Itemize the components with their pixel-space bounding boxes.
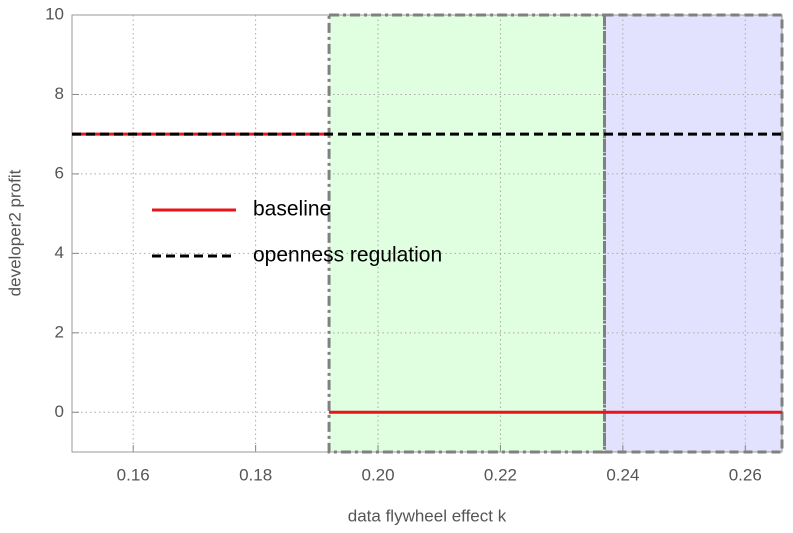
x-tick-label: 0.24 <box>606 465 639 484</box>
y-tick-label: 2 <box>55 322 64 341</box>
x-tick-label: 0.26 <box>729 465 762 484</box>
x-tick-label: 0.16 <box>117 465 150 484</box>
y-tick-label: 6 <box>55 163 64 182</box>
region <box>329 15 605 452</box>
region-border <box>327 13 606 454</box>
y-tick-label: 8 <box>55 84 64 103</box>
region <box>604 15 782 452</box>
x-tick-label: 0.22 <box>484 465 517 484</box>
x-tick-label: 0.18 <box>239 465 272 484</box>
legend-label: baseline <box>253 198 331 221</box>
x-tick-label: 0.20 <box>361 465 394 484</box>
y-tick-label: 4 <box>55 243 64 262</box>
y-axis-label: developer2 profit <box>5 169 24 296</box>
region-border <box>603 13 784 454</box>
y-tick-label: 0 <box>55 402 64 421</box>
x-axis-label: data flywheel effect k <box>348 506 507 525</box>
y-tick-label: 10 <box>45 4 64 23</box>
legend-label: openness regulation <box>253 244 442 267</box>
